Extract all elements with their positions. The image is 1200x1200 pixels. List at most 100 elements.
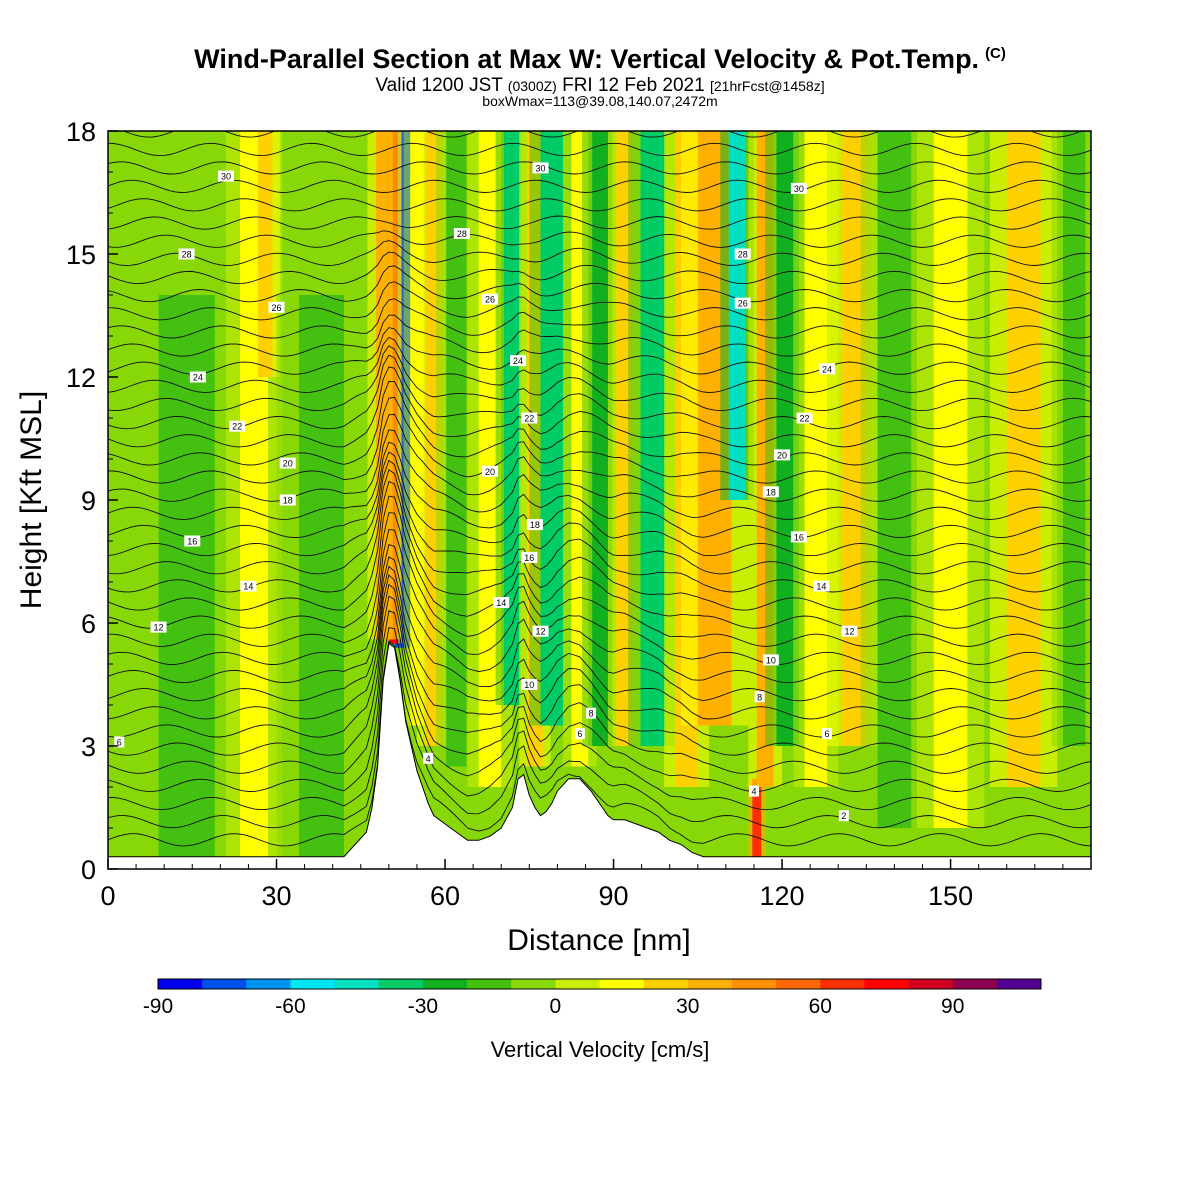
isentrope-label-30: 20 [777,450,787,460]
colorbar-segment-7 [467,979,512,989]
colorbar-tick-label-0: -90 [143,995,173,1018]
isentrope-line-25 [108,336,1091,393]
isentrope-label-bg-37 [821,728,832,740]
isentrope-label-bg-10 [114,736,125,748]
colorbar-segment-1 [202,979,247,989]
isentrope-line-12 [108,495,1091,629]
isentrope-label-bg-18 [526,519,543,531]
colorbar-segment-12 [687,979,733,989]
x-tick-label-1: 30 [261,881,291,911]
colorbar-tick-label-3: 0 [550,995,562,1018]
velocity-band-29 [298,295,344,857]
isentrope-line-14 [108,469,1091,593]
x-tick-label-3: 90 [599,881,629,911]
y-axis-title: Height [Kft MSL] [15,391,48,609]
isentrope-line-18 [108,429,1091,520]
y-tick-label-1: 3 [81,732,96,762]
isentrope-label-35: 10 [766,655,776,665]
isentrope-line-33 [108,230,1091,248]
isentrope-label-15: 24 [513,356,523,366]
terrain [108,642,1091,869]
isentrope-label-12: 30 [536,163,546,173]
velocity-band-17 [752,778,762,857]
isentrope-label-6: 18 [283,496,293,506]
isentrope-label-bg-32 [790,531,807,543]
isentrope-label-bg-19 [521,551,538,563]
y-tick-label-6: 18 [66,117,96,147]
isentrope-line-13 [108,480,1091,611]
isentrope-label-36: 8 [757,692,762,702]
title-text: Wind-Parallel Section at Max W: Vertical… [194,44,980,74]
isentrope-label-bg-23 [586,707,597,719]
isentrope-label-20: 14 [496,598,506,608]
isentrope-label-37: 6 [824,729,829,739]
isentrope-label-33: 14 [816,582,826,592]
isentrope-line-17 [108,441,1091,539]
isentrope-label-bg-33 [813,580,830,592]
isentrope-line-38 [108,142,1091,157]
isentrope-label-27: 26 [738,299,748,309]
isentrope-label-10: 6 [117,737,122,747]
isentrope-label-5: 20 [283,459,293,469]
isentrope-line-34 [108,215,1091,230]
isentrope-line-36 [108,179,1091,193]
colorbar-segment-18 [952,979,998,989]
isentrope-line-0 [108,640,1091,847]
isentrope-label-38: 4 [751,787,756,797]
isentrope-label-13: 28 [457,229,467,239]
isentrope-label-31: 18 [766,487,776,497]
forecast-info: [21hrFcst@1458z] [709,78,825,94]
isentrope-line-8 [108,556,1091,702]
isentrope-label-19: 16 [524,553,534,563]
isentrope-label-bg-26 [734,248,751,260]
isentrope-label-bg-35 [762,654,779,666]
isentrope-line-30 [108,265,1091,303]
isentrope-label-bg-28 [818,363,835,375]
isentrope-line-3 [108,610,1091,792]
y-axis: 0 3 6 9 12 15 18 [66,117,118,885]
isentrope-label-24: 6 [577,729,582,739]
isentrope-line-37 [108,161,1091,175]
isentrope-label-2: 26 [272,303,282,313]
valid-date: FRI 12 Feb 2021 [562,75,705,96]
velocity-band-23 [933,131,968,828]
isentrope-label-bg-25 [790,182,807,194]
velocity-band-7 [504,131,521,705]
isentrope-label-bg-9 [150,621,167,633]
isentrope-label-bg-20 [493,597,510,608]
isentrope-label-bg-30 [774,449,791,461]
copyright-mark: (C) [985,45,1006,62]
velocity-band-26 [158,295,215,857]
isentrope-label-bg-17 [481,465,498,477]
isentrope-label-bg-7 [184,535,201,547]
isentrope-line-6 [108,574,1091,738]
isentrope-label-22: 10 [524,680,534,690]
velocity-band-20 [804,131,827,787]
isentrope-label-bg-12 [532,162,549,174]
isentrope-label-28: 24 [822,364,832,374]
isentrope-label-bg-1 [178,248,195,260]
colorbar-segment-8 [511,979,556,989]
isentrope-label-4: 22 [232,422,242,432]
isentrope-label-3: 24 [193,373,203,383]
colorbar-segment-10 [599,979,644,989]
colorbar-segment-3 [290,979,335,989]
colorbar-tick-label-1: -60 [275,995,305,1018]
isentrope-line-9 [108,544,1091,684]
isentrope-line-24 [108,345,1091,412]
isentrope-label-17: 20 [485,467,495,477]
colorbar-segment-15 [820,979,865,989]
isentrope-label-bg-24 [574,728,585,740]
isentrope-label-bg-22 [521,679,538,690]
y-tick-label-2: 6 [81,609,96,639]
isentrope-line-5 [108,583,1091,756]
chart-title: Wind-Parallel Section at Max W: Vertical… [0,44,1200,75]
isentrope-label-bg-13 [453,228,470,239]
isentrope-label-21: 12 [536,627,546,637]
colorbar-segment-14 [776,979,821,989]
isentrope-line-26 [108,327,1091,375]
isentropes [108,131,1091,847]
colorbar-segment-11 [643,979,689,989]
plot-area: 3028262422201816141264302826242220181614… [108,131,1091,869]
